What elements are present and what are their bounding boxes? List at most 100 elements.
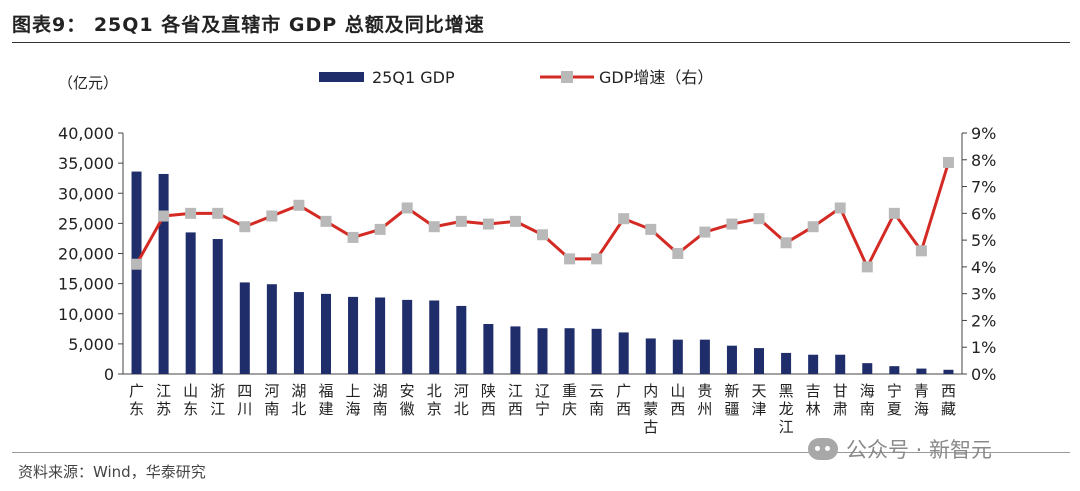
growth-point bbox=[861, 261, 873, 273]
x-tick-label: 广东 bbox=[129, 382, 144, 418]
growth-point bbox=[401, 202, 413, 214]
growth-point bbox=[428, 221, 440, 233]
right-tick-label: 9% bbox=[971, 124, 996, 143]
growth-point bbox=[888, 207, 900, 219]
wechat-icon bbox=[808, 438, 838, 460]
x-tick-label: 北京 bbox=[427, 382, 442, 418]
right-tick-label: 8% bbox=[971, 151, 996, 170]
growth-point bbox=[645, 223, 657, 235]
gdp-bar bbox=[699, 339, 710, 374]
left-axis-unit: （亿元） bbox=[58, 74, 118, 92]
source-note: 资料来源：Wind，华泰研究 bbox=[18, 463, 206, 481]
left-tick-label: 15,000 bbox=[58, 275, 114, 294]
x-tick-label: 内蒙古 bbox=[643, 382, 658, 436]
growth-point bbox=[672, 248, 684, 259]
gdp-bar bbox=[402, 299, 413, 374]
right-tick-label: 3% bbox=[971, 285, 996, 304]
gdp-bar bbox=[429, 300, 440, 374]
chart-legend: 25Q1 GDP GDP增速（右） bbox=[319, 68, 713, 87]
growth-point bbox=[537, 229, 548, 241]
x-tick-label: 广西 bbox=[616, 382, 631, 418]
left-tick-label: 0 bbox=[104, 365, 114, 384]
gdp-bar bbox=[591, 328, 602, 374]
left-tick-label: 40,000 bbox=[58, 124, 114, 143]
gdp-bar bbox=[564, 328, 575, 374]
growth-point bbox=[834, 202, 846, 214]
gdp-bar bbox=[835, 354, 846, 374]
x-tick-label: 河南 bbox=[264, 382, 279, 418]
growth-point bbox=[347, 231, 359, 243]
gdp-bar bbox=[266, 284, 277, 374]
growth-point bbox=[753, 213, 765, 225]
right-tick-label: 7% bbox=[971, 178, 996, 197]
x-tick-label: 浙江 bbox=[210, 382, 225, 418]
left-tick-label: 30,000 bbox=[58, 184, 114, 203]
growth-point bbox=[726, 218, 738, 230]
right-tick-label: 4% bbox=[971, 258, 996, 277]
growth-point bbox=[591, 253, 603, 265]
x-tick-label: 云南 bbox=[589, 382, 604, 418]
growth-point bbox=[185, 207, 197, 219]
right-tick-label: 1% bbox=[971, 338, 996, 357]
legend-line-marker bbox=[561, 71, 573, 83]
gdp-bar bbox=[808, 354, 819, 374]
gdp-bar bbox=[158, 173, 169, 374]
legend-bar-label: 25Q1 GDP bbox=[372, 68, 455, 87]
growth-point bbox=[780, 237, 792, 249]
gdp-bar bbox=[754, 348, 765, 374]
gdp-bar bbox=[456, 305, 467, 374]
right-tick-label: 0% bbox=[971, 365, 996, 384]
growth-point bbox=[482, 218, 494, 230]
gdp-bars bbox=[131, 171, 954, 374]
gdp-bar bbox=[483, 323, 494, 374]
growth-point bbox=[266, 210, 278, 222]
left-tick-label: 5,000 bbox=[68, 335, 114, 354]
legend-bar-swatch bbox=[319, 72, 364, 82]
x-tick-label: 山西 bbox=[670, 382, 685, 418]
x-tick-label: 西藏 bbox=[941, 382, 956, 418]
gdp-bar bbox=[943, 369, 954, 374]
x-tick-label: 甘肃 bbox=[833, 382, 848, 418]
growth-point bbox=[807, 221, 819, 233]
x-tick-label: 河北 bbox=[454, 382, 469, 418]
gdp-bar bbox=[537, 328, 548, 374]
growth-point bbox=[942, 156, 954, 168]
x-tick-label: 福建 bbox=[318, 382, 333, 418]
chart-title: 图表9： 25Q1 各省及直辖市 GDP 总额及同比增速 bbox=[12, 14, 485, 36]
gdp-bar bbox=[239, 282, 250, 374]
growth-point bbox=[564, 253, 576, 265]
gdp-bar bbox=[889, 366, 900, 374]
x-tick-label: 新疆 bbox=[724, 382, 739, 418]
right-tick-label: 6% bbox=[971, 204, 996, 223]
gdp-bar bbox=[293, 292, 304, 374]
growth-point bbox=[374, 223, 386, 235]
gdp-bar bbox=[916, 368, 927, 374]
gdp-bar bbox=[645, 338, 656, 374]
growth-point bbox=[455, 215, 467, 227]
growth-point bbox=[915, 245, 927, 257]
gdp-bar bbox=[781, 352, 792, 374]
x-tick-label: 安徽 bbox=[400, 382, 415, 418]
x-tick-label: 江西 bbox=[508, 382, 523, 418]
growth-point bbox=[509, 215, 521, 227]
growth-point bbox=[212, 207, 224, 219]
growth-point bbox=[320, 215, 332, 227]
gdp-bar bbox=[212, 239, 223, 374]
x-tick-label: 上海 bbox=[346, 382, 361, 418]
gdp-bar bbox=[348, 296, 359, 374]
gdp-bar bbox=[862, 363, 873, 374]
chart-axes: （亿元） 0 5,000 10,000 15,000 20,000 25,000 30,000… bbox=[58, 74, 996, 436]
x-tick-label: 四川 bbox=[237, 382, 252, 418]
growth-point bbox=[618, 213, 630, 225]
x-tick-label: 贵州 bbox=[697, 382, 712, 418]
x-tick-label: 青海 bbox=[914, 382, 929, 418]
growth-point bbox=[239, 221, 251, 233]
x-tick-label: 湖南 bbox=[373, 382, 388, 418]
growth-point bbox=[158, 210, 170, 222]
growth-series-line bbox=[135, 162, 950, 269]
gdp-bar bbox=[726, 345, 737, 374]
right-tick-label: 2% bbox=[971, 311, 996, 330]
gdp-bar bbox=[131, 171, 142, 374]
growth-point bbox=[293, 199, 305, 211]
growth-line bbox=[131, 156, 954, 273]
